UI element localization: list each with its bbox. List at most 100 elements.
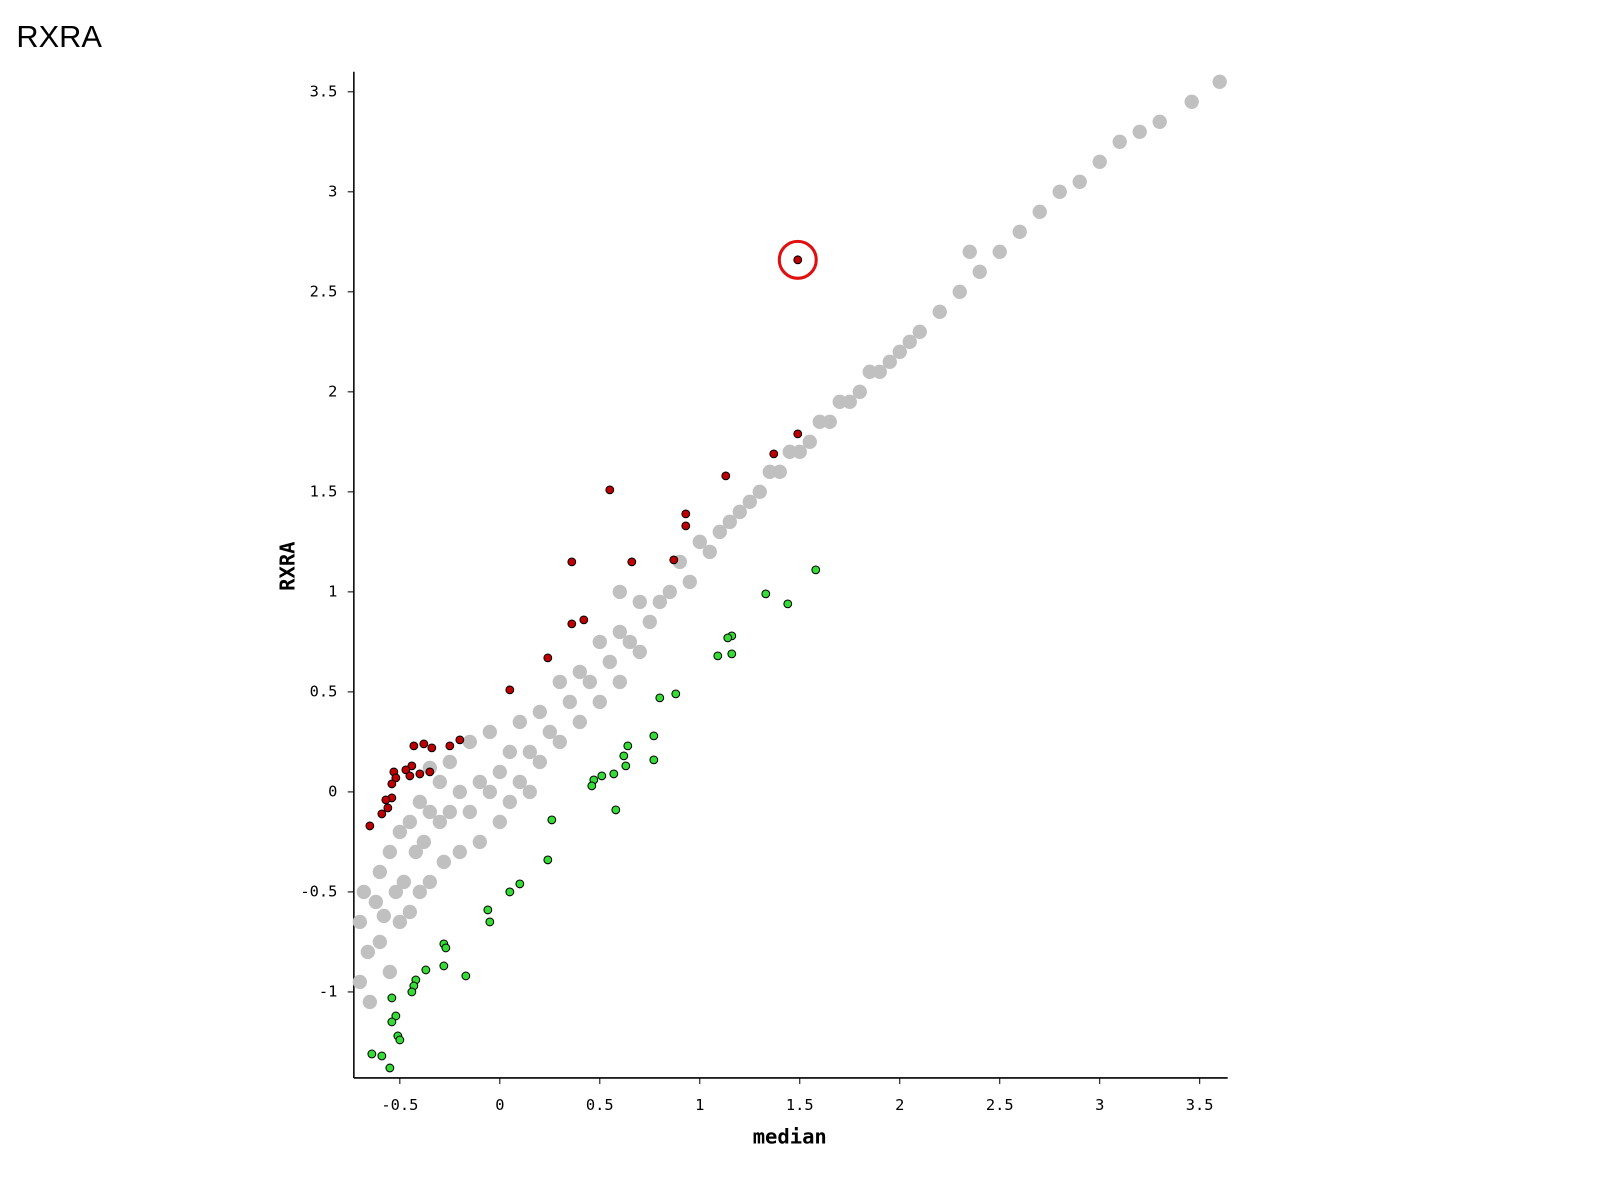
point	[362, 994, 378, 1010]
point	[422, 804, 438, 820]
point	[547, 815, 557, 825]
y-tick-label: 1	[328, 582, 337, 600]
point	[356, 884, 372, 900]
point	[962, 244, 977, 260]
point	[485, 917, 495, 927]
point	[442, 754, 458, 770]
chart-title: RXRA	[16, 19, 102, 54]
point	[655, 693, 665, 703]
point	[482, 724, 498, 740]
point	[382, 964, 398, 980]
point	[793, 429, 803, 439]
point	[392, 914, 408, 930]
point	[912, 324, 927, 340]
point	[582, 674, 597, 690]
point	[592, 634, 607, 650]
point	[505, 887, 515, 897]
point	[812, 414, 827, 430]
point	[892, 344, 907, 360]
point	[387, 779, 397, 789]
point	[360, 944, 376, 960]
point	[419, 739, 429, 749]
point	[612, 624, 627, 640]
point	[552, 734, 567, 750]
point	[416, 834, 432, 850]
point	[619, 751, 629, 761]
point	[783, 599, 793, 609]
point	[388, 884, 404, 900]
point	[407, 761, 417, 771]
point	[1092, 154, 1107, 169]
point	[441, 943, 451, 953]
point	[1032, 204, 1047, 219]
point	[385, 1063, 395, 1073]
point	[412, 794, 428, 810]
point	[532, 754, 547, 770]
point	[882, 354, 897, 370]
point	[492, 814, 507, 830]
point	[727, 649, 737, 659]
point	[522, 744, 537, 760]
point	[852, 384, 867, 400]
point	[552, 674, 567, 690]
point	[408, 844, 424, 860]
y-tick-label: 1.5	[310, 482, 338, 500]
point	[782, 444, 797, 460]
point	[681, 509, 691, 519]
point	[652, 594, 667, 610]
point	[412, 884, 428, 900]
point	[432, 774, 448, 790]
point	[811, 565, 821, 575]
point	[769, 449, 779, 459]
point	[623, 741, 633, 751]
point	[436, 854, 452, 870]
point	[772, 464, 787, 480]
point	[422, 874, 438, 890]
point	[632, 594, 647, 610]
point	[382, 844, 398, 860]
point	[352, 974, 368, 990]
point	[391, 773, 401, 783]
point	[502, 744, 517, 760]
point	[1152, 114, 1167, 129]
point	[702, 544, 717, 560]
point	[432, 814, 448, 830]
point	[396, 874, 412, 890]
x-tick-label: 2	[895, 1096, 904, 1114]
y-tick-label: 3	[328, 182, 337, 200]
point	[482, 784, 498, 800]
point	[455, 735, 465, 745]
y-tick-label: 0	[328, 782, 337, 800]
point	[671, 689, 681, 699]
x-tick-label: 1	[695, 1096, 704, 1114]
point	[627, 557, 637, 567]
point	[752, 484, 767, 500]
point	[621, 761, 631, 771]
point	[972, 264, 987, 280]
point	[952, 284, 967, 300]
point	[572, 664, 587, 680]
point	[483, 905, 493, 915]
y-tick-label: -0.5	[300, 882, 337, 900]
point	[762, 464, 777, 480]
point	[472, 774, 488, 790]
point	[793, 255, 803, 265]
y-tick-label: -1	[319, 982, 338, 1000]
point	[872, 364, 887, 380]
point	[376, 908, 392, 924]
point	[387, 993, 397, 1003]
point	[492, 764, 507, 780]
point	[1012, 224, 1027, 239]
point	[681, 521, 691, 531]
point	[721, 471, 731, 481]
point	[597, 771, 607, 781]
point	[377, 809, 387, 819]
point	[383, 803, 393, 813]
point	[592, 694, 607, 710]
point	[822, 414, 837, 430]
point	[391, 1011, 401, 1021]
y-tick-label: 0.5	[310, 682, 338, 700]
point	[502, 794, 517, 810]
